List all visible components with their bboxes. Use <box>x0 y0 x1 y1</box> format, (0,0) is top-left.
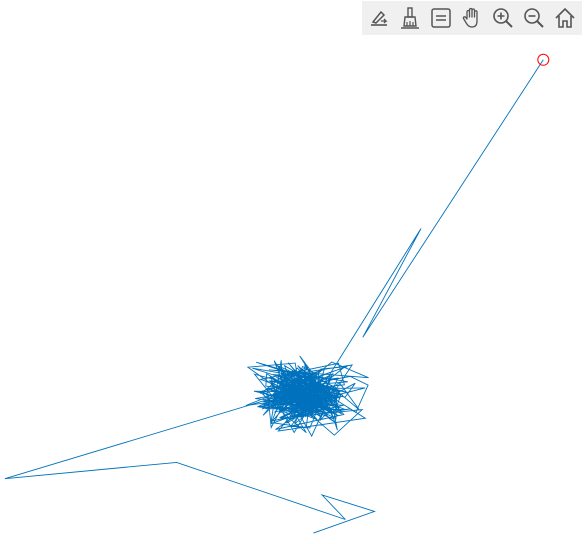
edit-icon <box>370 10 388 26</box>
zoom-out-icon <box>523 8 544 28</box>
edit-button[interactable] <box>364 3 393 33</box>
zoom-in-button[interactable] <box>488 3 517 33</box>
pan-icon <box>462 7 478 28</box>
home-icon <box>554 7 575 28</box>
home-button[interactable] <box>550 3 579 33</box>
series-layer <box>4 59 544 534</box>
brush-button[interactable] <box>395 3 424 33</box>
marker-layer <box>537 53 550 66</box>
pan-button[interactable] <box>457 3 486 33</box>
series-line-0 <box>4 59 544 534</box>
brush-icon <box>400 7 419 29</box>
legend-button[interactable] <box>426 3 455 33</box>
end-point-marker <box>537 53 550 66</box>
zoom-in-icon <box>492 8 513 28</box>
legend-icon <box>430 8 451 28</box>
zoom-out-button[interactable] <box>519 3 548 33</box>
axes-toolbar <box>362 1 582 35</box>
